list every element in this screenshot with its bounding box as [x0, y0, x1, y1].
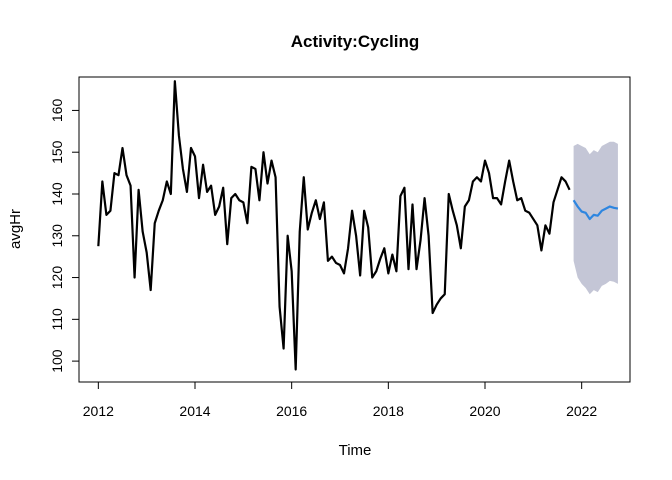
y-tick-label: 150 — [49, 140, 65, 164]
y-axis-label: avgHr — [7, 209, 24, 249]
y-tick-label: 140 — [49, 182, 65, 206]
series-layer — [97, 80, 619, 371]
y-axis: 100 110 120 130 140 150 160 — [49, 99, 80, 373]
x-axis-label: Time — [339, 442, 372, 459]
x-axis: 2012 2014 2016 2018 2020 2022 — [83, 381, 597, 419]
x-tick-label: 2018 — [373, 403, 404, 419]
observed-series-line — [97, 80, 571, 371]
chart-title: Activity:Cycling — [291, 32, 419, 51]
y-tick-label: 120 — [49, 266, 65, 290]
y-tick-label: 100 — [49, 349, 65, 373]
x-tick-label: 2016 — [276, 403, 307, 419]
y-tick-label: 130 — [49, 224, 65, 248]
x-tick-label: 2012 — [83, 403, 114, 419]
x-tick-label: 2020 — [469, 403, 500, 419]
forecast-series-line — [572, 199, 619, 221]
x-tick-label: 2014 — [179, 403, 210, 419]
y-tick-label: 160 — [49, 99, 65, 123]
x-tick-label: 2022 — [566, 403, 597, 419]
prediction-interval-layer — [573, 141, 618, 295]
prediction-interval-band — [573, 141, 618, 295]
y-tick-label: 110 — [49, 308, 65, 331]
